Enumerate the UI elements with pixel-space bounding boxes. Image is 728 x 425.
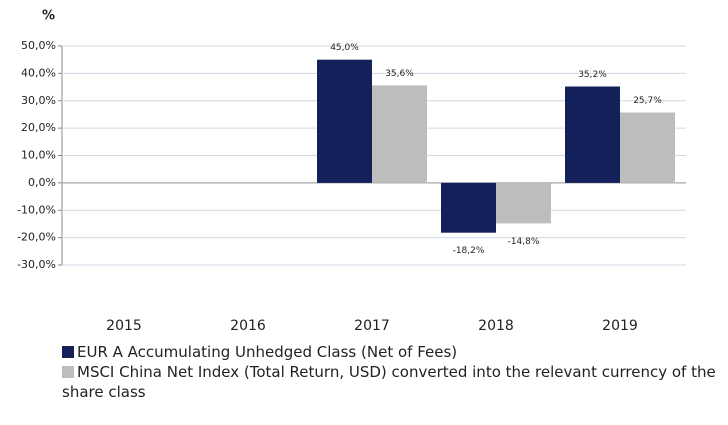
y-tick-label: 40,0% xyxy=(21,66,56,79)
value-label: -18,2% xyxy=(453,246,485,256)
value-label: 25,7% xyxy=(633,96,662,106)
legend-item: MSCI China Net Index (Total Return, USD)… xyxy=(62,362,726,402)
chart: % -30,0% -20,0% -10,0% 0,0% 10,0% 20,0% 30,0% 4… xyxy=(17,9,686,334)
bar xyxy=(372,85,427,183)
bar xyxy=(317,59,372,183)
x-tick-label: 2019 xyxy=(602,318,638,334)
x-tick-label: 2016 xyxy=(230,318,266,334)
bar xyxy=(565,86,620,183)
value-label: 35,6% xyxy=(385,69,414,79)
value-label: 45,0% xyxy=(330,43,359,53)
bar xyxy=(620,112,675,183)
bar xyxy=(496,182,551,224)
y-tick-label: 10,0% xyxy=(21,149,56,162)
y-tick-label: 50,0% xyxy=(21,39,56,52)
y-tick-label: -10,0% xyxy=(17,203,56,216)
legend: EUR A Accumulating Unhedged Class (Net o… xyxy=(62,342,726,402)
value-label: 35,2% xyxy=(578,70,607,80)
legend-swatch xyxy=(62,346,74,358)
y-tick-label: 30,0% xyxy=(21,94,56,107)
y-tick-label: 20,0% xyxy=(21,121,56,134)
bar xyxy=(441,182,496,233)
legend-label: MSCI China Net Index (Total Return, USD)… xyxy=(62,363,716,401)
legend-label: EUR A Accumulating Unhedged Class (Net o… xyxy=(77,343,458,361)
x-tick-label: 2015 xyxy=(106,318,142,334)
y-axis-label: % xyxy=(42,9,55,24)
x-tick-label: 2018 xyxy=(478,318,514,334)
x-tick-label: 2017 xyxy=(354,318,390,334)
legend-swatch xyxy=(62,366,74,378)
y-tick-label: -30,0% xyxy=(17,258,56,271)
y-tick-label: -20,0% xyxy=(17,231,56,244)
y-tick-label: 0,0% xyxy=(28,176,56,189)
legend-item: EUR A Accumulating Unhedged Class (Net o… xyxy=(62,342,726,362)
value-label: -14,8% xyxy=(508,237,540,247)
